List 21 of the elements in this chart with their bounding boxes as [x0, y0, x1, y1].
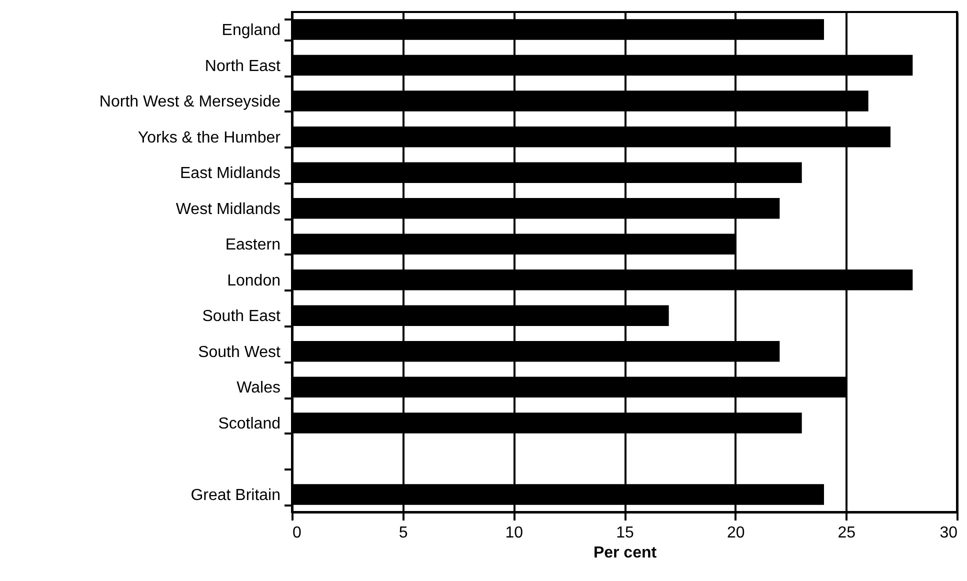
x-tick-label: 10	[505, 524, 524, 542]
y-tick-label: North West & Merseyside	[99, 94, 281, 111]
y-tick-label: England	[222, 22, 280, 40]
y-tick-label: Yorks & the Humber	[138, 129, 282, 146]
x-tick-label: 30	[940, 524, 958, 542]
y-tick-label: East Midlands	[180, 165, 280, 182]
x-tick-label: 25	[838, 524, 856, 542]
y-tick-label: South West	[198, 344, 282, 361]
y-tick-label: Eastern	[225, 236, 280, 254]
y-tick-label: Great Britain	[190, 486, 280, 504]
x-axis-title: Per cent	[593, 544, 658, 562]
x-tick-label: 20	[726, 524, 745, 542]
x-tick-label: 0	[292, 524, 302, 542]
x-tick-label: 5	[398, 524, 408, 542]
y-tick-label: London	[227, 272, 280, 290]
x-tick-label: 15	[616, 524, 634, 542]
y-tick-label: Scotland	[218, 415, 280, 432]
y-tick-label: South East	[202, 308, 282, 326]
y-tick-label: Wales	[236, 380, 280, 397]
y-tick-label: North East	[204, 58, 282, 75]
y-tick-label: West Midlands	[176, 200, 280, 218]
